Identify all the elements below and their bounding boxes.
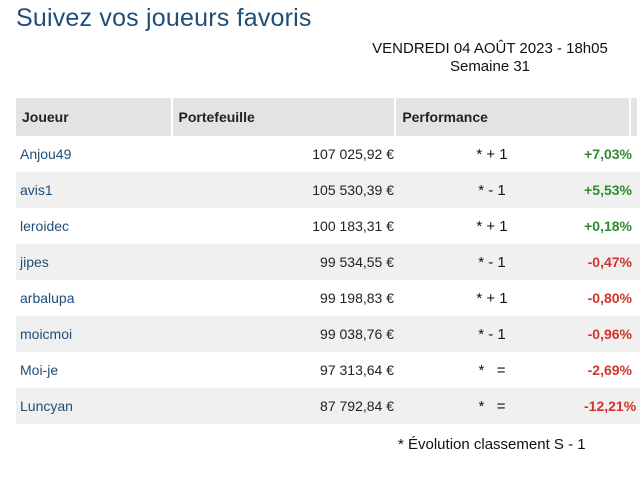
wallet-value: 87 792,84 €	[320, 398, 394, 414]
table-row: Luncyan 87 792,84 € * = -12,21%	[16, 388, 640, 424]
players-table: Joueur Portefeuille Performance Anjou49 …	[16, 98, 640, 424]
column-header-wallet[interactable]: Portefeuille	[173, 98, 397, 136]
wallet-value: 99 198,83 €	[320, 290, 394, 306]
player-name-link[interactable]: moicmoi	[20, 326, 73, 342]
player-name-link[interactable]: arbalupa	[20, 290, 75, 306]
ranking-evolution: * + 1	[476, 289, 508, 307]
column-header-extra	[631, 98, 637, 136]
player-name-link[interactable]: Moi-je	[20, 362, 59, 378]
table-header: Joueur Portefeuille Performance	[16, 98, 640, 136]
date-label: VENDREDI 04 AOÛT 2023 - 18h05	[372, 40, 608, 57]
performance-value: -0,80%	[587, 290, 632, 306]
player-name-link[interactable]: avis1	[20, 182, 53, 198]
performance-value: +0,18%	[584, 218, 632, 234]
ranking-evolution: * - 1	[478, 325, 506, 343]
player-name-link[interactable]: Anjou49	[20, 146, 72, 162]
performance-value: -2,69%	[587, 362, 632, 378]
table-row: moicmoi 99 038,76 € * - 1 -0,96%	[16, 316, 640, 352]
player-name-link[interactable]: leroidec	[20, 218, 70, 234]
ranking-evolution: * =	[478, 397, 506, 415]
ranking-evolution: * + 1	[476, 217, 508, 235]
table-row: jipes 99 534,55 € * - 1 -0,47%	[16, 244, 640, 280]
player-name-link[interactable]: jipes	[20, 254, 49, 270]
ranking-evolution: * - 1	[478, 181, 506, 199]
wallet-value: 99 534,55 €	[320, 254, 394, 270]
table-row: leroidec 100 183,31 € * + 1 +0,18%	[16, 208, 640, 244]
column-header-player[interactable]: Joueur	[16, 98, 173, 136]
ranking-evolution: * =	[478, 361, 506, 379]
page-title: Suivez vos joueurs favoris	[16, 4, 312, 32]
performance-value: -12,21%	[584, 398, 637, 414]
player-name-link[interactable]: Luncyan	[20, 398, 73, 414]
wallet-value: 99 038,76 €	[320, 326, 394, 342]
wallet-value: 97 313,64 €	[320, 362, 394, 378]
performance-value: -0,47%	[587, 254, 632, 270]
performance-value: -0,96%	[587, 326, 632, 342]
week-label: Semaine 31	[449, 58, 531, 75]
table-row: Moi-je 97 313,64 € * = -2,69%	[16, 352, 640, 388]
wallet-value: 105 530,39 €	[312, 182, 394, 198]
performance-value: +5,53%	[584, 182, 632, 198]
table-row: arbalupa 99 198,83 € * + 1 -0,80%	[16, 280, 640, 316]
column-header-performance[interactable]: Performance	[396, 98, 632, 136]
wallet-value: 107 025,92 €	[312, 146, 394, 162]
wallet-value: 100 183,31 €	[312, 218, 394, 234]
table-row: Anjou49 107 025,92 € * + 1 +7,03%	[16, 136, 640, 172]
performance-value: +7,03%	[584, 146, 632, 162]
table-row: avis1 105 530,39 € * - 1 +5,53%	[16, 172, 640, 208]
ranking-footnote: * Évolution classement S - 1	[398, 436, 586, 453]
ranking-evolution: * + 1	[476, 145, 508, 163]
ranking-evolution: * - 1	[478, 253, 506, 271]
